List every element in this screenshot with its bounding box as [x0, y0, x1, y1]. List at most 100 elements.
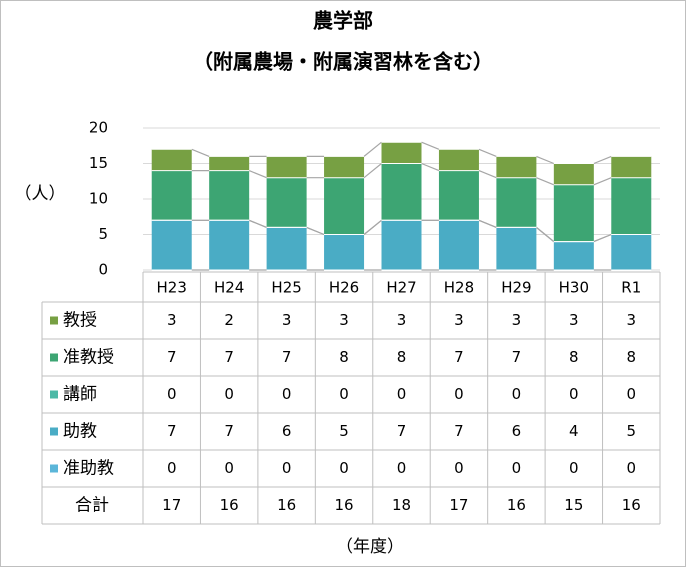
table-cell: 0	[397, 459, 407, 477]
table-cell: 16	[277, 496, 296, 514]
table-cell: 3	[569, 311, 579, 329]
table-cell: 0	[339, 385, 349, 403]
table-cell: 0	[454, 385, 464, 403]
y-tick-label: 15	[89, 154, 108, 172]
series-line	[593, 177, 612, 186]
series-line	[363, 141, 382, 157]
series-line	[478, 219, 497, 228]
series-line	[593, 233, 612, 243]
series-line	[478, 148, 497, 157]
table-cell: 0	[167, 385, 177, 403]
table-cell: 17	[449, 496, 468, 514]
table-cell: 0	[224, 385, 234, 403]
table-cell: 0	[397, 385, 407, 403]
series-line	[248, 219, 267, 228]
bar-segment	[438, 220, 479, 270]
table-cell: 6	[282, 422, 292, 440]
bar-segment	[209, 170, 250, 221]
bar-segment	[381, 220, 422, 270]
x-tick-label: H23	[157, 279, 187, 297]
table-cell: 0	[167, 459, 177, 477]
series-line	[191, 148, 210, 157]
bar-segment	[611, 156, 652, 178]
x-tick-label: H25	[271, 279, 301, 297]
table-cell: 5	[339, 422, 349, 440]
bar-segment	[324, 234, 365, 270]
table-cell: 3	[167, 311, 177, 329]
table-cell: 0	[282, 459, 292, 477]
table-cell: 3	[454, 311, 464, 329]
table-cell: 8	[397, 348, 407, 366]
bar-segment	[266, 227, 307, 270]
table-cell: 0	[569, 459, 579, 477]
x-tick-label: H24	[214, 279, 244, 297]
table-cell: 3	[512, 311, 522, 329]
bar-segment	[553, 163, 594, 185]
table-cell: 0	[224, 459, 234, 477]
series-line	[306, 226, 325, 236]
bar-segment	[324, 156, 365, 178]
legend-label: 助教	[63, 422, 97, 442]
chart-subtitle: （附属農場・附属演習林を含む）	[193, 50, 493, 74]
legend-key	[50, 464, 58, 473]
table-cell: 5	[627, 422, 637, 440]
table-cell: 3	[397, 311, 407, 329]
chart-title: 農学部	[313, 9, 373, 33]
y-tick-label: 10	[89, 190, 108, 208]
legend-key	[50, 316, 58, 325]
x-tick-label: H27	[386, 279, 416, 297]
legend-label: 講師	[63, 385, 97, 405]
table-cell: 3	[282, 311, 292, 329]
table-cell: 7	[397, 422, 407, 440]
bar-segment	[209, 220, 250, 270]
series-line	[248, 170, 267, 179]
y-axis-label: （人）	[15, 184, 66, 204]
y-tick-label: 0	[98, 261, 108, 279]
y-tick-label: 20	[89, 119, 108, 137]
table-cell: 3	[627, 311, 637, 329]
table-cell: 0	[512, 459, 522, 477]
bar-segment	[151, 170, 192, 221]
table-cell: 15	[564, 496, 583, 514]
table-cell: 7	[512, 348, 522, 366]
table-cell: 0	[512, 385, 522, 403]
table-cell: 7	[224, 348, 234, 366]
table-cell: 7	[224, 422, 234, 440]
table-cell: 4	[569, 422, 579, 440]
bar-segment	[324, 177, 365, 235]
legend-key	[50, 353, 58, 362]
bar-segment	[151, 220, 192, 270]
legend-label: 准助教	[63, 459, 114, 479]
bar-segment	[553, 241, 594, 270]
table-cell: 0	[627, 385, 637, 403]
bar-segment	[438, 149, 479, 171]
series-line	[593, 155, 612, 165]
bar-segment	[381, 142, 422, 164]
table-cell: 0	[454, 459, 464, 477]
series-line	[478, 170, 497, 179]
bar-segment	[151, 149, 192, 171]
bar-segment	[496, 156, 537, 178]
series-line	[363, 163, 382, 179]
table-cell: 8	[339, 348, 349, 366]
table-cell: 0	[339, 459, 349, 477]
legend-label: 教授	[63, 311, 97, 331]
table-cell: 8	[627, 348, 637, 366]
table-cell: 2	[224, 311, 234, 329]
table-cell: 8	[569, 348, 579, 366]
table-cell: 16	[507, 496, 526, 514]
x-tick-label: H26	[329, 279, 359, 297]
table-cell: 18	[392, 496, 411, 514]
bar-segment	[611, 234, 652, 270]
bar-segment	[266, 156, 307, 178]
legend-key	[50, 427, 58, 436]
bar-segment	[496, 177, 537, 228]
series-line	[421, 141, 440, 150]
table-cell: 0	[282, 385, 292, 403]
series-line	[421, 162, 440, 172]
table-cell: 16	[622, 496, 641, 514]
bar-segment	[381, 163, 422, 221]
totals-label: 合計	[75, 496, 109, 516]
x-tick-label: H29	[501, 279, 531, 297]
